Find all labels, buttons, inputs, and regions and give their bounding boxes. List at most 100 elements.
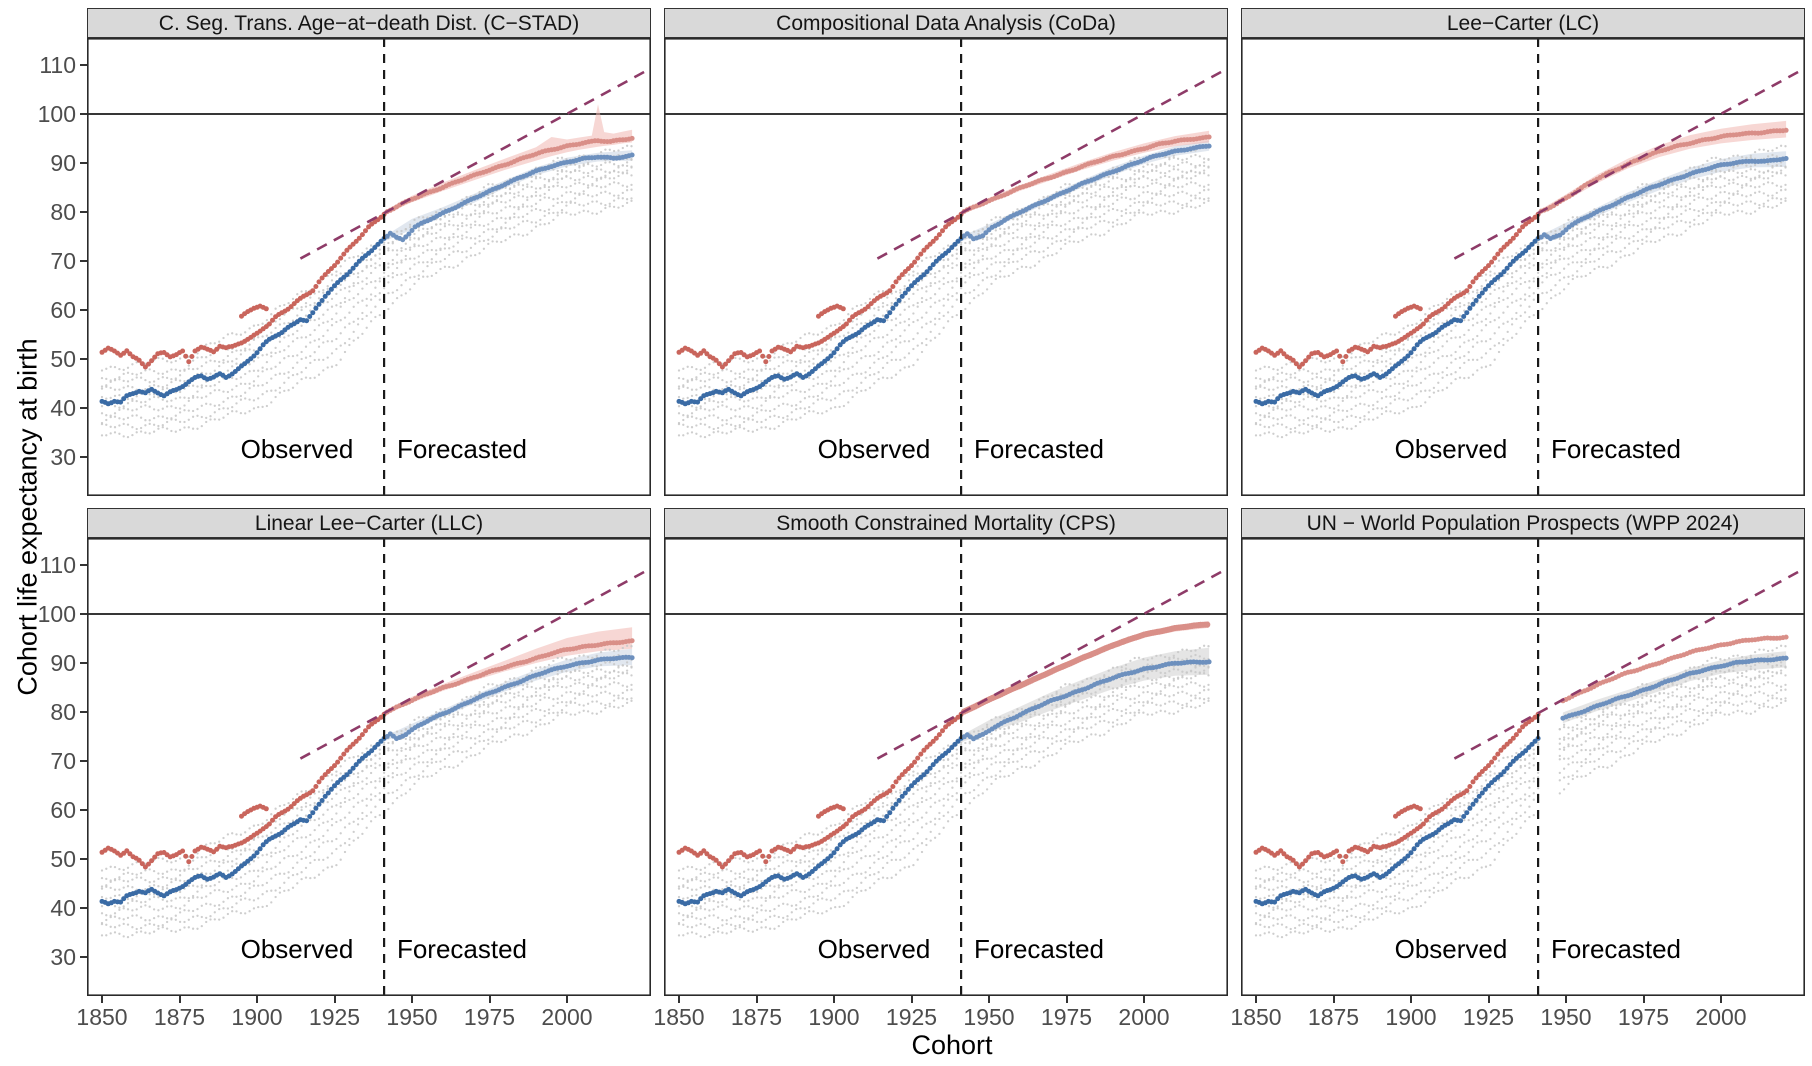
x-tick-label: 1875	[1307, 1004, 1360, 1030]
plot-area-coda: Observed Forecasted	[664, 38, 1228, 496]
forecasted-label: Forecasted	[1550, 434, 1682, 464]
facet-strip-lc: Lee−Carter (LC)	[1241, 8, 1805, 38]
x-tick-label: 2000	[1118, 1004, 1170, 1030]
y-tick-label: 40	[50, 895, 76, 921]
y-tick-label: 70	[50, 748, 76, 774]
y-tick-mark	[80, 113, 87, 115]
x-tick-mark	[566, 996, 568, 1003]
y-tick-mark	[80, 858, 87, 860]
y-tick-mark	[80, 907, 87, 909]
facet-strip-coda: Compositional Data Analysis (CoDa)	[664, 8, 1228, 38]
x-tick-label: 1850	[1230, 1004, 1282, 1030]
x-tick-label: 1975	[463, 1004, 516, 1030]
x-tick-mark	[1255, 996, 1257, 1003]
y-tick-mark	[80, 211, 87, 213]
y-tick-label: 60	[50, 297, 76, 323]
x-tick-label: 1875	[730, 1004, 783, 1030]
x-tick-label: 1925	[308, 1004, 361, 1030]
panel-wpp2024: UN − World Population Prospects (WPP 202…	[1241, 508, 1805, 996]
x-tick-mark	[333, 996, 336, 1003]
plot-svg-wpp2024	[1241, 538, 1805, 996]
x-tick-label: 1850	[653, 1004, 705, 1030]
x-tick-mark	[1410, 996, 1412, 1003]
facet-strip-llc: Linear Lee−Carter (LLC)	[87, 508, 651, 538]
x-tick-label: 1900	[1385, 1004, 1437, 1030]
forecasted-label: Forecasted	[396, 434, 528, 464]
x-tick-mark	[1565, 996, 1567, 1003]
x-tick-label: 1850	[76, 1004, 128, 1030]
observed-label: Observed	[817, 934, 931, 964]
x-tick-label: 1900	[231, 1004, 283, 1030]
forecasted-label: Forecasted	[1550, 934, 1682, 964]
y-tick-label: 110	[39, 52, 76, 78]
y-tick-mark	[80, 64, 87, 66]
x-tick-mark	[1143, 996, 1145, 1003]
y-tick-mark	[80, 407, 87, 409]
x-tick-mark	[101, 996, 103, 1003]
observed-label: Observed	[817, 434, 931, 464]
plot-area-wpp2024: Observed Forecasted	[1241, 538, 1805, 996]
x-tick-label: 1925	[885, 1004, 938, 1030]
y-tick-label: 110	[39, 552, 76, 578]
y-tick-mark	[80, 760, 87, 762]
y-axis-title: Cohort life expectancy at birth	[12, 338, 43, 696]
y-tick-mark	[80, 309, 87, 311]
x-tick-label: 1925	[1462, 1004, 1515, 1030]
plot-svg-lc	[1241, 38, 1805, 496]
plot-svg-llc	[87, 538, 651, 996]
y-tick-label: 60	[50, 797, 76, 823]
plot-area-lc: Observed Forecasted	[1241, 38, 1805, 496]
panel-llc: Linear Lee−Carter (LLC) Observed Forecas…	[87, 508, 651, 996]
y-tick-mark	[80, 956, 87, 958]
y-tick-label: 50	[50, 846, 76, 872]
observed-label: Observed	[1394, 934, 1508, 964]
x-tick-mark	[256, 996, 258, 1003]
plot-area-cstad: Observed Forecasted	[87, 38, 651, 496]
x-tick-label: 1875	[153, 1004, 206, 1030]
panel-cps: Smooth Constrained Mortality (CPS) Obser…	[664, 508, 1228, 996]
x-tick-mark	[988, 996, 990, 1003]
x-tick-mark	[411, 996, 413, 1003]
y-tick-label: 100	[37, 101, 76, 127]
plot-svg-coda	[664, 38, 1228, 496]
x-tick-label: 1900	[808, 1004, 860, 1030]
y-tick-mark	[80, 162, 87, 164]
y-tick-label: 100	[37, 601, 76, 627]
observed-label: Observed	[1394, 434, 1508, 464]
y-tick-label: 30	[50, 944, 76, 970]
plot-area-llc: Observed Forecasted	[87, 538, 651, 996]
x-tick-mark	[833, 996, 835, 1003]
forecasted-label: Forecasted	[396, 934, 528, 964]
x-tick-label: 2000	[541, 1004, 593, 1030]
x-tick-mark	[178, 996, 181, 1003]
x-tick-label: 2000	[1695, 1004, 1747, 1030]
x-tick-mark	[1065, 996, 1068, 1003]
panel-coda: Compositional Data Analysis (CoDa) Obser…	[664, 8, 1228, 496]
facet-strip-wpp2024: UN − World Population Prospects (WPP 202…	[1241, 508, 1805, 538]
x-tick-mark	[678, 996, 680, 1003]
y-tick-mark	[80, 456, 87, 458]
facet-strip-cps: Smooth Constrained Mortality (CPS)	[664, 508, 1228, 538]
plot-svg-cps	[664, 538, 1228, 996]
facet-strip-cstad: C. Seg. Trans. Age−at−death Dist. (C−STA…	[87, 8, 651, 38]
y-tick-mark	[80, 711, 87, 713]
y-tick-label: 30	[50, 444, 76, 470]
x-tick-mark	[755, 996, 758, 1003]
x-tick-label: 1950	[963, 1004, 1015, 1030]
observed-label: Observed	[240, 934, 354, 964]
plot-svg-cstad	[87, 38, 651, 496]
y-tick-label: 80	[50, 199, 76, 225]
y-tick-mark	[80, 613, 87, 615]
panel-cstad: C. Seg. Trans. Age−at−death Dist. (C−STA…	[87, 8, 651, 496]
y-tick-mark	[80, 358, 87, 360]
x-tick-label: 1975	[1617, 1004, 1670, 1030]
y-tick-label: 40	[50, 395, 76, 421]
x-tick-label: 1950	[1540, 1004, 1592, 1030]
x-tick-mark	[1720, 996, 1722, 1003]
forecasted-label: Forecasted	[973, 934, 1105, 964]
y-tick-mark	[80, 809, 87, 811]
x-tick-mark	[1332, 996, 1335, 1003]
y-tick-mark	[80, 260, 87, 262]
x-tick-label: 1975	[1040, 1004, 1093, 1030]
